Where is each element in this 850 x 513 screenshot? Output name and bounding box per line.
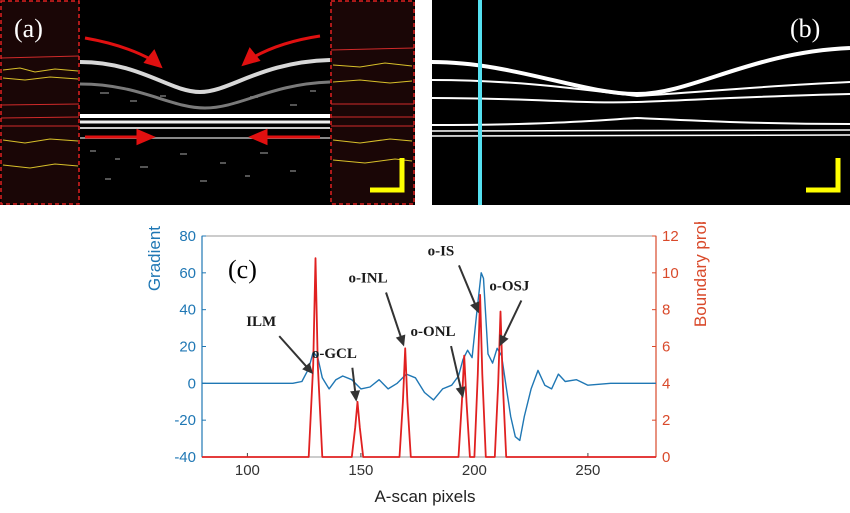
annotation-arrowhead	[499, 334, 509, 347]
annotation-label: ILM	[246, 314, 276, 330]
panel-b-segmentation: (b)	[431, 0, 850, 205]
boundary-probability-line	[202, 257, 656, 458]
panel-c-label: (c)	[228, 255, 257, 284]
y-left-tick-label: 20	[179, 339, 196, 356]
y-left-tick-label: 0	[188, 375, 196, 392]
x-tick-label: 100	[235, 462, 260, 479]
annotation-arrowhead	[395, 334, 406, 347]
panel-b-label: (b)	[790, 14, 821, 43]
y-left-tick-label: 40	[179, 302, 196, 319]
panel-a-label: (a)	[14, 14, 43, 43]
y-axis-left-label: Gradient signal	[145, 222, 164, 291]
y-left-tick-label: 80	[179, 228, 196, 245]
annotation-arrowhead	[350, 390, 361, 402]
annotation-arrow	[385, 292, 404, 342]
x-axis-label: A-scan pixels	[374, 487, 475, 506]
annotation-arrow	[458, 264, 478, 309]
y-right-tick-label: 4	[662, 375, 670, 392]
annotation-label: o-ONL	[411, 324, 456, 340]
annotation-arrow	[278, 335, 310, 371]
panel-a-svg	[0, 0, 415, 205]
panel-b-svg	[431, 0, 850, 205]
y-right-tick-label: 10	[662, 265, 679, 282]
y-right-tick-label: 8	[662, 302, 670, 319]
speckle-texture	[90, 90, 316, 182]
annotation-label: o-INL	[348, 271, 387, 287]
annotation-arrow	[450, 345, 463, 393]
x-tick-label: 200	[462, 462, 487, 479]
chart-svg: 100 150 200 250 -40 -20 0 20 40 60 80 0 2 4 6 8 10 12 ILM o…	[145, 141, 710, 506]
annotation-label: o-OSJ	[489, 279, 530, 295]
panel-a-oct-image: (a)	[0, 0, 415, 205]
annotation-arrowhead	[455, 386, 466, 399]
annotation-label: o-GCL	[312, 346, 357, 362]
y-left-tick-label: -20	[174, 412, 196, 429]
y-right-tick-label: 12	[662, 228, 679, 245]
y-axis-right-label: Boundary probability (%)	[691, 222, 710, 327]
y-left-tick-label: -40	[174, 449, 196, 466]
scale-bar	[370, 158, 405, 193]
y-right-tick-label: 0	[662, 449, 670, 466]
annotation-arrowhead	[470, 301, 480, 314]
panel-c-chart: 100 150 200 250 -40 -20 0 20 40 60 80 0 2 4 6 8 10 12 ILM o…	[0, 141, 850, 508]
annotation-arrowhead	[302, 362, 314, 375]
scale-bar-b	[806, 158, 841, 193]
plot-area: 100 150 200 250 -40 -20 0 20 40 60 80 0 2 4 6 8 10 12 ILM o…	[174, 228, 678, 479]
x-tick-label: 250	[575, 462, 600, 479]
y-left-tick-label: 60	[179, 265, 196, 282]
plot-frame	[201, 235, 657, 458]
y-right-tick-label: 2	[662, 412, 670, 429]
red-arrows	[84, 34, 321, 146]
annotation-arrow	[501, 300, 523, 342]
gradient-signal-line	[202, 272, 656, 442]
x-tick-label: 150	[348, 462, 373, 479]
y-right-tick-label: 6	[662, 339, 670, 356]
annotation-label: o-IS	[428, 243, 455, 259]
